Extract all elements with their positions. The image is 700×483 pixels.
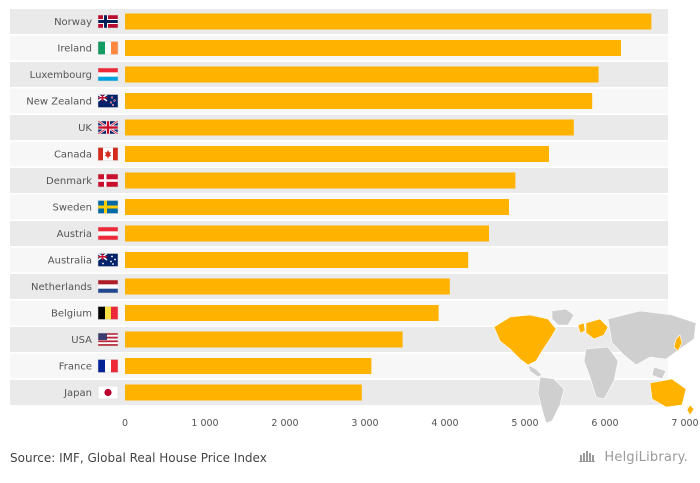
- category-label: Japan: [63, 388, 92, 399]
- netherlands-flag-icon: [97, 279, 119, 294]
- category-label: Ireland: [57, 44, 92, 55]
- category-label: Norway: [54, 17, 92, 28]
- france-flag-icon: [97, 359, 119, 373]
- x-tick-label: 6 000: [591, 418, 618, 429]
- bar[interactable]: [125, 384, 362, 401]
- bar[interactable]: [125, 358, 372, 374]
- library-logo-icon: [579, 451, 596, 462]
- category-label: Denmark: [46, 176, 92, 187]
- bar-chart: 0 1 000 2 000 3 000 4 000 5 000 6 000 7 000 Norw…: [10, 9, 699, 429]
- category-label: UK: [78, 123, 92, 134]
- new-zealand-flag-icon: [97, 93, 119, 108]
- bar[interactable]: [125, 40, 621, 56]
- norway-flag-icon: [97, 14, 119, 29]
- bar[interactable]: [125, 93, 593, 109]
- category-label: Netherlands: [31, 282, 92, 293]
- category-label: Australia: [48, 256, 92, 267]
- source-note: Source: IMF, Global Real House Price Ind…: [10, 451, 267, 465]
- x-tick-label: 2 000: [271, 418, 298, 429]
- belgium-flag-icon: [97, 306, 119, 320]
- bar[interactable]: [125, 199, 509, 215]
- category-label: Canada: [54, 150, 92, 161]
- category-label: Belgium: [51, 309, 92, 320]
- luxembourg-flag-icon: [97, 67, 119, 82]
- denmark-flag-icon: [97, 173, 119, 188]
- world-map-icon: [493, 308, 697, 424]
- bar[interactable]: [125, 146, 549, 162]
- x-tick-label: 1 000: [191, 418, 218, 429]
- helgi-library-logo[interactable]: HelgiLibrary.: [579, 450, 688, 465]
- x-tick-label: 7 000: [671, 418, 698, 429]
- category-label: Sweden: [52, 203, 92, 214]
- usa-flag-icon: [97, 332, 119, 347]
- australia-flag-icon: [97, 252, 119, 267]
- x-tick-label: 5 000: [511, 418, 538, 429]
- japan-flag-icon: [97, 385, 119, 400]
- x-tick-label: 3 000: [351, 418, 378, 429]
- canada-flag-icon: [97, 147, 119, 161]
- uk-flag-icon: [97, 119, 119, 136]
- logo-text: HelgiLibrary.: [604, 450, 688, 465]
- x-tick-label: 0: [122, 418, 128, 429]
- bar[interactable]: [125, 225, 489, 242]
- ireland-flag-icon: [97, 41, 119, 55]
- bar[interactable]: [125, 278, 450, 295]
- sweden-flag-icon: [97, 200, 119, 214]
- austria-flag-icon: [97, 226, 119, 241]
- category-label: New Zealand: [26, 97, 92, 108]
- category-label: Austria: [57, 229, 92, 240]
- category-label: France: [59, 362, 92, 373]
- category-label: USA: [71, 335, 92, 346]
- bar[interactable]: [125, 305, 439, 321]
- category-label: Luxembourg: [30, 70, 92, 81]
- bar[interactable]: [125, 119, 574, 136]
- bar[interactable]: [125, 252, 469, 268]
- x-tick-label: 4 000: [431, 418, 458, 429]
- bar[interactable]: [125, 331, 403, 348]
- bar[interactable]: [125, 13, 652, 30]
- bar[interactable]: [125, 66, 599, 83]
- bar[interactable]: [125, 172, 516, 189]
